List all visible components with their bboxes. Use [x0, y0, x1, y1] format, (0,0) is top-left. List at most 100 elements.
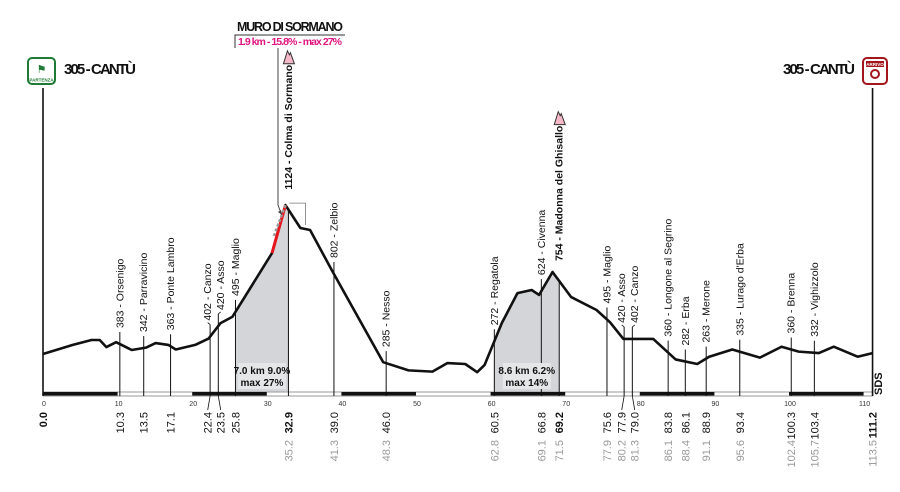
climb-stats-max: max 27%: [241, 378, 284, 389]
marker-alt-km-label: 86.1: [663, 440, 675, 461]
marker-place-label: 360 - Brenna: [786, 273, 798, 334]
marker-place-label: 263 - Merone: [701, 280, 713, 343]
start-badge: ⚑ PARTENZA: [27, 57, 56, 85]
marker-alt-km-label: 113.5: [868, 440, 880, 467]
marker-km-label: 77.9: [617, 412, 629, 433]
climb-stats-background: [237, 363, 286, 389]
sds-logo: SDS: [873, 372, 885, 395]
marker-alt-km-label: 48.3: [381, 440, 393, 461]
x-tick-label: 40: [339, 401, 347, 408]
marker-place-label: 332 - Vighizzolo: [809, 262, 821, 337]
marker-km-label: 103.4: [809, 412, 821, 440]
marker-label-leader: [632, 324, 635, 328]
start-label: 305 - CANTÙ: [64, 60, 136, 78]
marker-alt-km-label: 69.1: [536, 440, 548, 461]
callout-pointer: [277, 48, 282, 214]
climb-stats-length-gradient: 8.6 km 6.2%: [498, 366, 555, 377]
elevation-profile-line: [42, 203, 873, 374]
mountain-summit-icon: [553, 110, 566, 126]
marker-km-label: 22.4: [203, 412, 215, 433]
callout-arrow: [278, 210, 282, 215]
km-axis-segment: [639, 392, 715, 396]
marker-place-label: 335 - Lurago d'Erba: [734, 243, 746, 336]
x-tick-label: 0: [42, 401, 46, 408]
marker-km-label: 17.1: [166, 412, 178, 433]
marker-km-label: 88.9: [701, 412, 713, 433]
marker-place-label: 802 - Zelbio: [328, 202, 340, 258]
marker-place-label: 624 - Civenna: [536, 210, 548, 276]
marker-alt-km-label: 71.5: [554, 440, 566, 461]
marker-alt-km-label: 105.7: [809, 440, 821, 468]
marker-place-label: 363 - Ponte Lambro: [165, 237, 177, 330]
marker-place-label: 495 - Maglio: [601, 246, 613, 304]
finish-line-icon: [870, 69, 880, 79]
x-tick-label: 20: [189, 401, 197, 408]
marker-km-label: 93.4: [735, 412, 747, 433]
marker-alt-km-label: 77.9: [602, 440, 614, 461]
marker-km-label: 25.8: [230, 412, 242, 433]
marker-alt-km-label: 102.4: [786, 440, 798, 468]
callout-detail: 1.9 km - 15.8% - max 27%: [238, 36, 343, 48]
gradient-dimension-guide: [289, 202, 306, 226]
marker-place-label: 495 - Maglio: [230, 238, 242, 296]
marker-place-label: 420 - Asso: [215, 260, 227, 310]
marker-km-label: 46.0: [381, 412, 393, 433]
km-label-leader: [621, 395, 625, 411]
finish-badge-text: ARRIVO: [866, 62, 884, 67]
marker-km-label: 10.3: [115, 412, 127, 433]
marker-alt-km-label: 95.6: [735, 440, 747, 461]
marker-km-label: 69.2: [554, 412, 566, 433]
climb-stats-background: [502, 363, 551, 389]
marker-alt-km-label: 62.8: [489, 440, 501, 461]
climb-shaded-area: [494, 272, 560, 392]
finish-label: 305 - CANTÙ: [783, 60, 855, 78]
marker-place-label: 383 - Orsenigo: [114, 258, 126, 328]
marker-km-label: 23.5: [216, 412, 228, 433]
x-tick-label: 30: [264, 401, 272, 408]
marker-place-label: 272 - Regatola: [489, 256, 501, 325]
marker-label-leader: [621, 324, 625, 328]
marker-km-label: 79.0: [630, 412, 642, 433]
marker-alt-km-label: 41.3: [329, 440, 341, 461]
callout-title: MURO DI SORMANO: [237, 20, 343, 34]
climb-stats-max: max 14%: [505, 378, 548, 389]
callout-box-border: [234, 34, 345, 48]
km-label-leader: [217, 395, 222, 411]
checkered-flag-icon: ⚑: [37, 64, 47, 76]
climb-shaded-area: [235, 205, 289, 392]
marker-km-label: 32.9: [283, 412, 295, 433]
x-tick-label: 80: [637, 401, 645, 408]
marker-place-label: 1124 - Colma di Sormano: [283, 65, 295, 190]
mountain-summit-icon: [282, 49, 296, 65]
x-tick-label: 50: [413, 401, 421, 408]
km-label-leader: [207, 395, 211, 411]
steep-segment-line: [270, 204, 287, 254]
marker-alt-km-label: 91.1: [701, 440, 713, 461]
marker-alt-km-label: 80.2: [617, 440, 629, 461]
marker-km-label: 111.2: [868, 412, 880, 438]
marker-km-label: 13.5: [139, 412, 151, 433]
x-tick-label: 110: [859, 401, 870, 408]
x-tick-label: 90: [712, 401, 720, 408]
marker-place-label: 342 - Parravicino: [138, 252, 150, 332]
km-axis-segment: [490, 392, 566, 396]
marker-km-label: 83.8: [663, 412, 675, 433]
marker-label-leader: [218, 311, 221, 315]
marker-km-label: 100.3: [786, 412, 798, 440]
km-axis-segment: [789, 392, 864, 396]
marker-alt-km-label: 35.2: [283, 440, 295, 461]
marker-place-label: 285 - Nesso: [381, 290, 393, 347]
marker-km-label: 86.1: [680, 412, 692, 433]
gradient-guide-dashed-line: [272, 204, 287, 238]
marker-km-label: 66.8: [536, 412, 548, 433]
marker-km-label: 0.0: [38, 412, 50, 427]
marker-km-label: 60.5: [489, 412, 501, 433]
marker-label-leader: [207, 322, 211, 325]
x-tick-label: 60: [488, 401, 496, 408]
x-tick-label: 100: [784, 401, 796, 408]
marker-alt-km-label: 81.3: [630, 440, 642, 461]
marker-place-label: 360 - Longone al Segrino: [663, 219, 675, 337]
x-tick-label: 10: [115, 401, 123, 408]
x-tick-label: 70: [562, 401, 570, 408]
